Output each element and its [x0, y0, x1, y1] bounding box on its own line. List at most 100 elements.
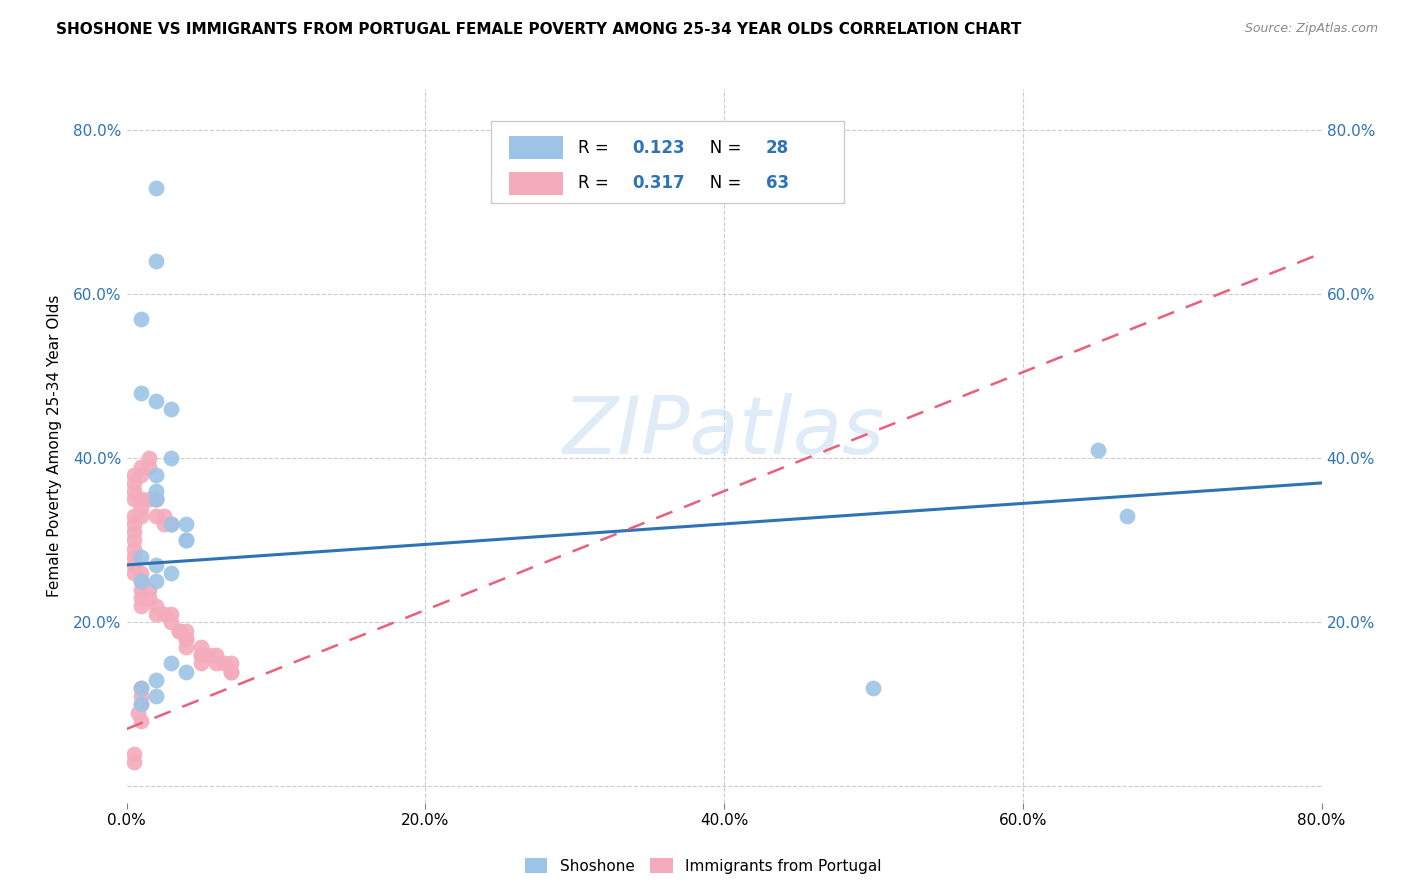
Point: [145, 484, 167, 499]
Point: [131, 508, 153, 523]
Text: 0.123: 0.123: [633, 139, 685, 157]
Point: [131, 591, 153, 605]
Point: [122, 516, 145, 531]
Point: [145, 673, 167, 687]
Point: [122, 492, 145, 507]
Text: R =: R =: [578, 139, 614, 157]
Point: [160, 615, 183, 630]
Point: [145, 492, 167, 507]
Point: [219, 657, 242, 671]
Point: [145, 599, 167, 613]
FancyBboxPatch shape: [491, 121, 844, 203]
Point: [174, 632, 197, 646]
Point: [145, 393, 167, 408]
Point: [219, 665, 242, 679]
Point: [160, 566, 183, 581]
Point: [122, 467, 145, 482]
Text: N =: N =: [695, 139, 747, 157]
Point: [122, 541, 145, 556]
Point: [190, 657, 212, 671]
Point: [131, 566, 153, 581]
Point: [1087, 443, 1109, 458]
Point: [160, 516, 183, 531]
Text: R =: R =: [578, 175, 614, 193]
Point: [212, 657, 235, 671]
Text: SHOSHONE VS IMMIGRANTS FROM PORTUGAL FEMALE POVERTY AMONG 25-34 YEAR OLDS CORREL: SHOSHONE VS IMMIGRANTS FROM PORTUGAL FEM…: [56, 22, 1022, 37]
Point: [153, 607, 176, 622]
Point: [145, 607, 167, 622]
Point: [167, 624, 190, 638]
Point: [131, 311, 153, 326]
Point: [174, 624, 197, 638]
Point: [131, 492, 153, 507]
Point: [131, 681, 153, 695]
Point: [160, 607, 183, 622]
Point: [131, 385, 153, 400]
Point: [131, 574, 153, 589]
Point: [122, 533, 145, 548]
Point: [131, 500, 153, 515]
Point: [138, 459, 160, 474]
Point: [131, 459, 153, 474]
Point: [160, 657, 183, 671]
Point: [138, 451, 160, 466]
Point: [131, 698, 153, 712]
Point: [122, 525, 145, 540]
Point: [174, 640, 197, 654]
Point: [122, 508, 145, 523]
Text: 63: 63: [766, 175, 789, 193]
Text: 0.317: 0.317: [633, 175, 685, 193]
Point: [145, 180, 167, 194]
Point: [145, 558, 167, 572]
Point: [138, 492, 160, 507]
Point: [174, 533, 197, 548]
Point: [205, 648, 228, 662]
Point: [145, 574, 167, 589]
Point: [122, 558, 145, 572]
Point: [122, 566, 145, 581]
Point: [205, 657, 228, 671]
Bar: [509, 172, 562, 194]
Point: [160, 451, 183, 466]
Point: [1116, 508, 1139, 523]
Point: [122, 755, 145, 769]
Point: [197, 648, 219, 662]
Point: [145, 689, 167, 703]
Point: [160, 402, 183, 417]
Point: [131, 714, 153, 728]
Point: [122, 475, 145, 490]
Point: [131, 681, 153, 695]
Point: [145, 254, 167, 268]
Point: [131, 467, 153, 482]
Point: [174, 665, 197, 679]
Point: [122, 549, 145, 564]
Point: [131, 689, 153, 703]
Point: [127, 706, 149, 720]
Point: [190, 648, 212, 662]
Point: [131, 698, 153, 712]
Text: ZIPatlas: ZIPatlas: [562, 392, 886, 471]
Point: [190, 640, 212, 654]
Point: [138, 582, 160, 597]
Y-axis label: Female Poverty Among 25-34 Year Olds: Female Poverty Among 25-34 Year Olds: [46, 295, 62, 597]
Text: Source: ZipAtlas.com: Source: ZipAtlas.com: [1244, 22, 1378, 36]
Bar: [509, 136, 562, 159]
Point: [122, 484, 145, 499]
Point: [145, 492, 167, 507]
Point: [145, 508, 167, 523]
Point: [174, 533, 197, 548]
Point: [131, 574, 153, 589]
Point: [862, 681, 884, 695]
Text: N =: N =: [695, 175, 747, 193]
Point: [167, 624, 190, 638]
Point: [131, 582, 153, 597]
Point: [174, 632, 197, 646]
Point: [160, 516, 183, 531]
Point: [145, 467, 167, 482]
Point: [174, 516, 197, 531]
Point: [138, 591, 160, 605]
Text: 28: 28: [766, 139, 789, 157]
Point: [219, 665, 242, 679]
Point: [122, 747, 145, 761]
Point: [145, 492, 167, 507]
